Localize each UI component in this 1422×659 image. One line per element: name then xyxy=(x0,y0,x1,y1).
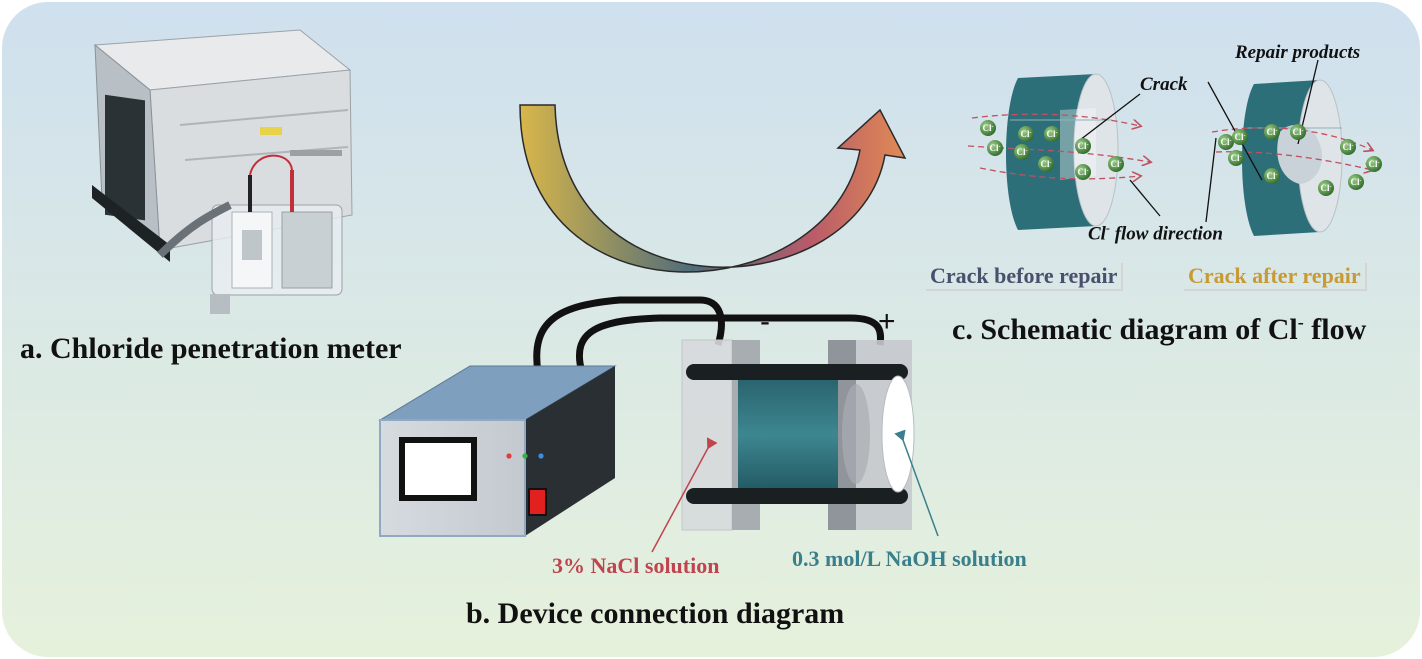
ion-label: Cl- xyxy=(1293,127,1304,137)
flow-line-after-2 xyxy=(1215,151,1372,170)
caption-panel-c: c. Schematic diagram of Cl- flow xyxy=(952,312,1366,347)
chloride-ion xyxy=(1340,139,1356,155)
naoh-solution-label: 0.3 mol/L NaOH solution xyxy=(792,546,1027,571)
ion-label: Cl- xyxy=(1041,159,1052,169)
chloride-ion xyxy=(1075,138,1091,154)
ion-label: Cl- xyxy=(1369,159,1380,169)
chloride-ion xyxy=(1038,156,1054,172)
caption-panel-a: a. Chloride penetration meter xyxy=(20,332,402,365)
ion-label: Cl- xyxy=(1021,129,1032,139)
ion-labels: Cl- Cl- Cl- Cl- Cl- Cl- Cl- Cl- Cl- Cl- … xyxy=(983,123,1380,193)
chloride-ion xyxy=(1318,180,1334,196)
flow-label-sup: - xyxy=(1105,221,1110,235)
flow-line-before-3 xyxy=(979,167,1140,179)
caption-panel-b: b. Device connection diagram xyxy=(466,597,845,630)
naoh-pointer xyxy=(894,429,939,537)
chloride-ion xyxy=(1232,129,1248,145)
ion-label: Cl- xyxy=(1267,127,1278,137)
ion-label: Cl- xyxy=(1221,137,1232,147)
caption-c-main: c. Schematic diagram of Cl xyxy=(952,313,1298,346)
nacl-solution-label: 3% NaCl solution xyxy=(552,553,720,578)
wire-positive xyxy=(575,314,885,373)
ion-label: Cl- xyxy=(1343,142,1354,152)
test-cell xyxy=(681,339,915,531)
crack-before-repair-label: Crack before repair xyxy=(926,263,1124,291)
crack-after-repair-label: Crack after repair xyxy=(1184,263,1367,291)
chloride-ion xyxy=(1264,124,1280,140)
chloride-ion xyxy=(1218,134,1234,150)
ion-label: Cl- xyxy=(1351,177,1362,187)
ion-label: Cl- xyxy=(1047,129,1058,139)
chloride-ion xyxy=(1044,126,1060,142)
chloride-ion xyxy=(987,140,1003,156)
chloride-ions xyxy=(980,120,1382,196)
positive-terminal-sign: + xyxy=(878,305,896,338)
flow-direction-label: Cl- flow direction xyxy=(1088,221,1223,245)
chloride-ion xyxy=(1018,126,1034,142)
flow-callout-line-1 xyxy=(1129,179,1161,217)
ion-label: Cl- xyxy=(1235,132,1246,142)
repair-products-label: Repair products xyxy=(1235,42,1361,63)
nacl-pointer xyxy=(651,437,718,553)
ion-label: Cl- xyxy=(1017,147,1028,157)
specimen-after-repair xyxy=(1242,79,1343,236)
chloride-ion xyxy=(1228,150,1244,166)
chloride-ion xyxy=(1108,156,1124,172)
negative-terminal-sign: - xyxy=(760,305,770,338)
penetration-meter-illustration xyxy=(92,29,353,314)
flow-label-end: flow direction xyxy=(1109,223,1223,245)
ion-label: Cl- xyxy=(990,143,1001,153)
flow-label-main: Cl xyxy=(1088,223,1106,245)
chloride-ion xyxy=(1264,168,1280,184)
ion-label: Cl- xyxy=(1078,141,1089,151)
ion-label: Cl- xyxy=(983,123,994,133)
power-supply xyxy=(378,365,617,537)
chloride-ion xyxy=(1366,156,1382,172)
caption-c-end: flow xyxy=(1303,313,1367,346)
chloride-ion xyxy=(1290,124,1306,140)
ion-label: Cl- xyxy=(1231,153,1242,163)
ion-label: Cl- xyxy=(1321,183,1332,193)
ion-label: Cl- xyxy=(1267,171,1278,181)
crack-callout-line xyxy=(1079,93,1141,141)
ion-label: Cl- xyxy=(1111,159,1122,169)
ion-label: Cl- xyxy=(1078,167,1089,177)
flow-callout-line-2 xyxy=(1205,137,1217,223)
curved-arrow xyxy=(519,104,907,273)
caption-c-sup: - xyxy=(1297,312,1304,332)
chloride-ion xyxy=(1075,164,1091,180)
crack-label: Crack xyxy=(1140,74,1188,95)
chloride-ion xyxy=(1014,144,1030,160)
chloride-ion xyxy=(1348,174,1364,190)
chloride-ion xyxy=(980,120,996,136)
